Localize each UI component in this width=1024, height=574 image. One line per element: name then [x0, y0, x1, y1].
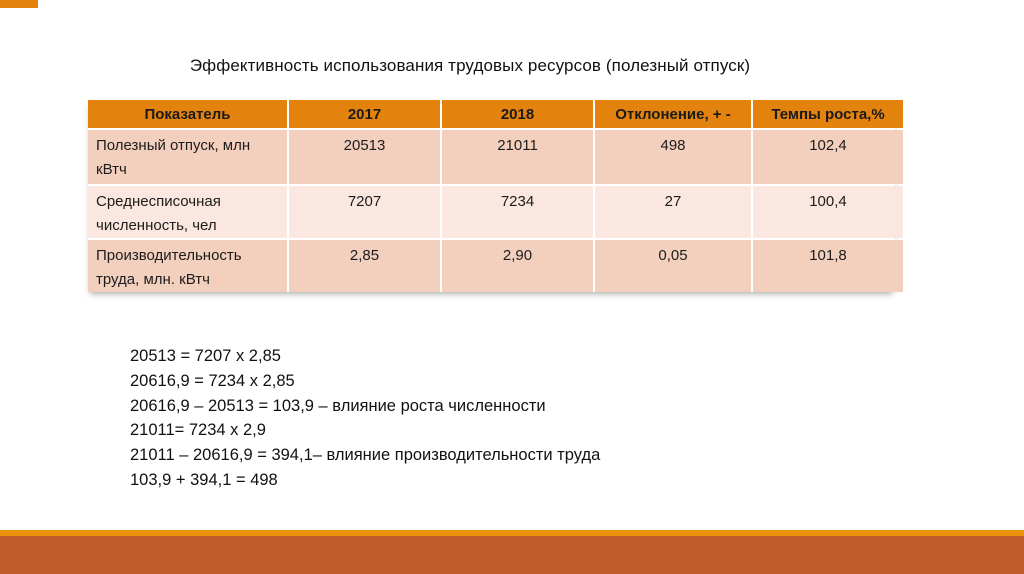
table-cell-value: 2,90 — [442, 240, 593, 292]
calc-line: 21011= 7234 x 2,9 — [130, 421, 266, 440]
table-cell-value: 7234 — [442, 186, 593, 238]
calc-line: 21011 – 20616,9 = 394,1– влияние произво… — [130, 446, 601, 465]
table-cell-value: 2,85 — [289, 240, 440, 292]
bottom-accent-stripe — [0, 530, 1024, 536]
column-header-2017: 2017 — [289, 100, 440, 128]
table-cell-value: 21011 — [442, 130, 593, 184]
table-cell-value: 20513 — [289, 130, 440, 184]
table-cell-value: 102,4 — [753, 130, 903, 184]
table-cell-value: 100,4 — [753, 186, 903, 238]
column-header-2018: 2018 — [442, 100, 593, 128]
column-header-growth-rate: Темпы роста,% — [753, 100, 903, 128]
calc-line: 20616,9 – 20513 = 103,9 – влияние роста … — [130, 396, 546, 415]
calc-line: 20513 = 7207 x 2,85 — [130, 347, 281, 365]
calc-line: 103,9 + 394,1 = 498 — [130, 470, 278, 489]
table-row-label: Производительность труда, млн. кВтч — [88, 240, 287, 292]
bottom-footer-band — [0, 536, 1024, 574]
table-row-label: Среднесписочная численность, чел — [88, 186, 287, 238]
labour-resources-table: Показатель 2017 2018 Отклонение, + - Тем… — [88, 100, 903, 292]
table-cell-value: 7207 — [289, 186, 440, 238]
table-cell-value: 0,05 — [595, 240, 751, 292]
top-left-accent-bar — [0, 0, 38, 8]
table-cell-value: 498 — [595, 130, 751, 184]
table-cell-value: 27 — [595, 186, 751, 238]
table-row-label: Полезный отпуск, млн кВтч — [88, 130, 287, 184]
column-header-deviation: Отклонение, + - — [595, 100, 751, 128]
calc-line: 20616,9 = 7234 x 2,85 — [130, 371, 295, 390]
slide-title: Эффективность использования трудовых рес… — [189, 56, 751, 75]
table-cell-value: 101,8 — [753, 240, 903, 292]
column-header-indicator: Показатель — [88, 100, 287, 128]
factor-analysis-calculations: 20513 = 7207 x 2,85 20616,9 = 7234 x 2,8… — [130, 344, 600, 493]
